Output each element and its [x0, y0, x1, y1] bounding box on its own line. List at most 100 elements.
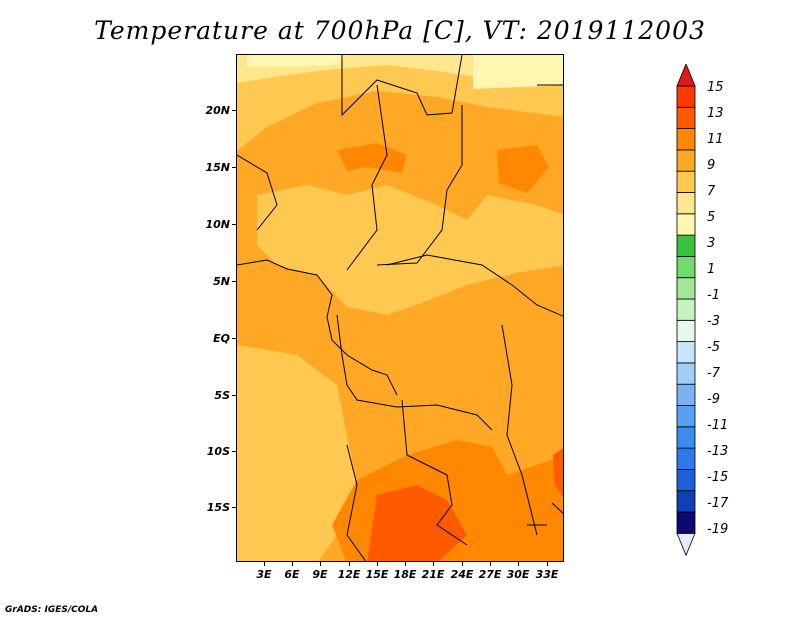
- colorbar-cell: [676, 447, 696, 470]
- border-west: [237, 154, 278, 231]
- colorbar-label-9: 9: [707, 158, 716, 173]
- border-southeast: [527, 502, 563, 526]
- colorbar-cell: [676, 192, 696, 215]
- colorbar-top-arrow: [676, 64, 696, 87]
- lon-tick: [349, 562, 350, 566]
- lon-label-18e: 18E: [393, 568, 417, 581]
- lat-tick: [232, 338, 236, 339]
- lat-tick: [232, 281, 236, 282]
- colorbar-cell: [676, 234, 696, 257]
- colorbar-cell: [676, 106, 696, 129]
- colorbar-label-minus19: -19: [707, 522, 729, 537]
- region-13-15-southeast: [553, 448, 563, 497]
- colorbar-label-minus3: -3: [707, 314, 720, 329]
- colorbar-cell: [676, 85, 696, 108]
- colorbar-label-7: 7: [707, 184, 716, 199]
- colorbar-cells: [676, 64, 696, 557]
- border-niger-libya: [341, 55, 463, 117]
- region-11-13-chad: [337, 143, 407, 173]
- lon-label-30e: 30E: [506, 568, 530, 581]
- lat-tick: [232, 224, 236, 225]
- colorbar-label-minus15: -15: [707, 470, 729, 485]
- lon-tick: [405, 562, 406, 566]
- colorbar-cell: [676, 383, 696, 406]
- region-3-5-north: [247, 55, 563, 89]
- lon-tick: [264, 562, 265, 566]
- colorbar: [676, 64, 696, 557]
- colorbar-label-minus17: -17: [707, 496, 729, 511]
- colorbar-label-11: 11: [707, 132, 724, 147]
- lon-label-12e: 12E: [337, 568, 361, 581]
- lat-label-5s: 5S: [214, 389, 230, 402]
- chart-title: Temperature at 700hPa [C], VT: 201911200…: [94, 16, 706, 45]
- lon-tick: [462, 562, 463, 566]
- lat-label-eq: EQ: [213, 332, 230, 345]
- colorbar-cell: [676, 255, 696, 279]
- colorbar-label-minus11: -11: [707, 418, 729, 433]
- lat-tick: [232, 110, 236, 111]
- lon-tick: [490, 562, 491, 566]
- colorbar-cell: [676, 405, 696, 428]
- colorbar-label-minus9: -9: [707, 392, 720, 407]
- lat-tick: [232, 451, 236, 452]
- lat-label-15n: 15N: [205, 161, 230, 174]
- border-east-lakes: [501, 324, 538, 536]
- colorbar-cell: [676, 426, 696, 449]
- lat-label-10n: 10N: [205, 218, 230, 231]
- colorbar-label-minus7: -7: [707, 366, 720, 381]
- lon-tick: [433, 562, 434, 566]
- lon-label-21e: 21E: [421, 568, 445, 581]
- lon-tick: [320, 562, 321, 566]
- border-car-south: [386, 254, 563, 317]
- border-angola-west: [346, 444, 367, 561]
- lon-tick: [518, 562, 519, 566]
- region-11-13-sudan: [497, 145, 549, 193]
- lon-label-15e: 15E: [365, 568, 389, 581]
- lon-tick: [547, 562, 548, 566]
- colorbar-label-minus5: -5: [707, 340, 720, 355]
- coastline-gulf: [237, 259, 398, 396]
- grads-credit: GrADS: IGES/COLA: [5, 605, 99, 615]
- lon-label-27e: 27E: [478, 568, 502, 581]
- colorbar-cell: [676, 319, 696, 342]
- colorbar-label-3: 3: [707, 236, 716, 251]
- colorbar-label-15: 15: [707, 80, 724, 95]
- colorbar-cell: [676, 362, 696, 385]
- colorbar-cell: [676, 490, 696, 513]
- colorbar-cell: [676, 511, 696, 534]
- lon-label-9e: 9E: [312, 568, 328, 581]
- border-chad-west: [346, 84, 388, 271]
- lon-label-33e: 33E: [535, 568, 559, 581]
- lat-tick: [232, 395, 236, 396]
- region-7-9-sahel: [257, 185, 563, 315]
- lat-tick: [232, 167, 236, 168]
- temperature-map: [236, 54, 564, 562]
- colorbar-cell: [676, 149, 696, 172]
- border-congo: [336, 314, 493, 431]
- lon-tick: [292, 562, 293, 566]
- lon-label-3e: 3E: [256, 568, 272, 581]
- lat-label-10s: 10S: [206, 445, 230, 458]
- colorbar-cell: [676, 213, 696, 236]
- colorbar-bottom-arrow: [676, 532, 696, 557]
- lon-label-6e: 6E: [284, 568, 300, 581]
- lon-label-24e: 24E: [450, 568, 474, 581]
- country-borders: [237, 55, 563, 561]
- colorbar-label-minus13: -13: [707, 444, 729, 459]
- lat-label-15s: 15S: [206, 501, 230, 514]
- border-drc-angola: [401, 399, 468, 546]
- border-chad-sudan: [376, 105, 463, 266]
- colorbar-cell: [676, 298, 696, 321]
- lon-tick: [377, 562, 378, 566]
- colorbar-cell: [676, 170, 696, 193]
- colorbar-cell: [676, 277, 696, 300]
- lat-tick: [232, 507, 236, 508]
- map-svg: [237, 55, 563, 561]
- colorbar-label-minus1: -1: [707, 288, 720, 303]
- colorbar-cell: [676, 128, 696, 151]
- colorbar-label-13: 13: [707, 106, 724, 121]
- colorbar-cell: [676, 468, 696, 492]
- lat-label-5n: 5N: [213, 275, 230, 288]
- region-7-9-southwest: [237, 345, 357, 561]
- colorbar-label-5: 5: [707, 210, 716, 225]
